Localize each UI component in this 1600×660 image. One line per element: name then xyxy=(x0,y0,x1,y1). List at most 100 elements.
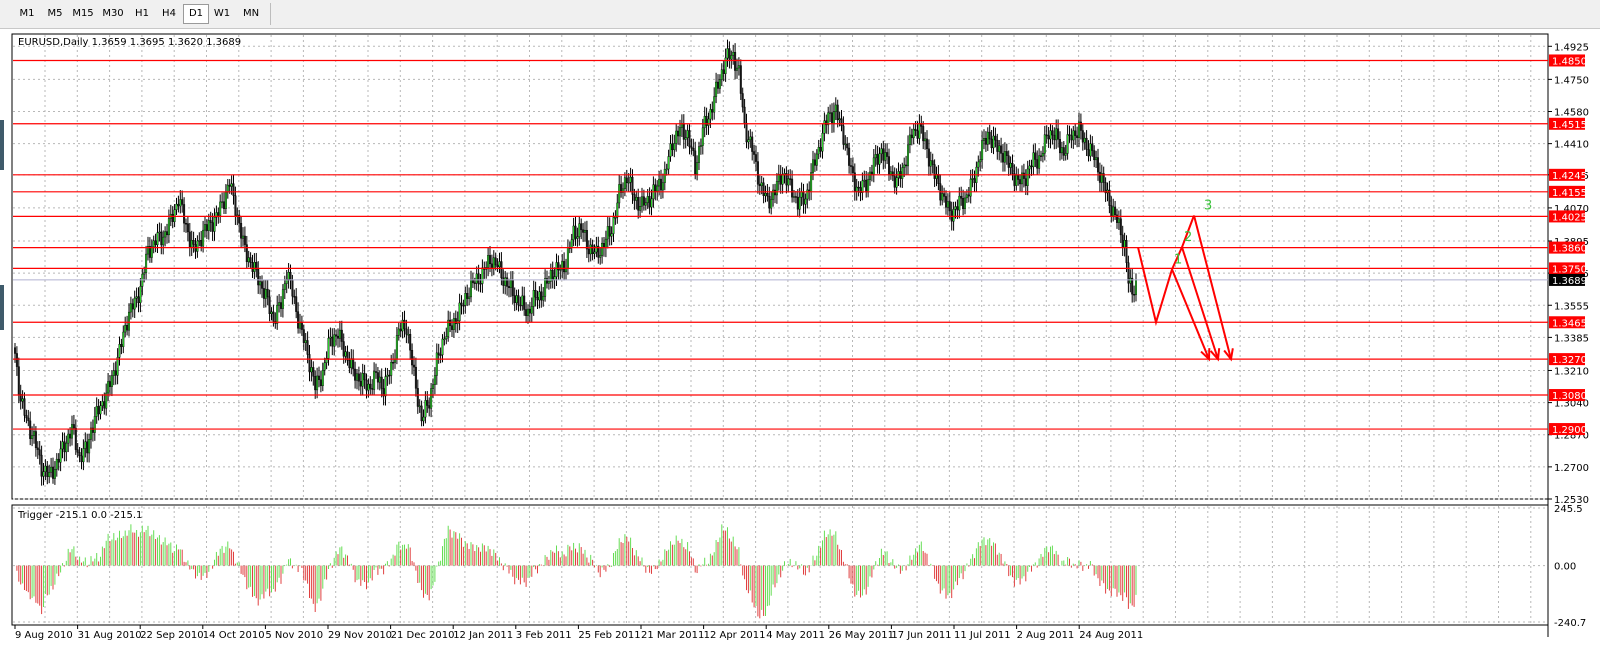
candle-bullish xyxy=(281,289,284,309)
timeframe-tab-d1[interactable]: D1 xyxy=(183,4,209,24)
candle-bearish xyxy=(114,370,117,376)
candle-bullish xyxy=(48,471,51,477)
candle-bullish xyxy=(164,231,167,238)
price-axis-label: 1.3210 xyxy=(1554,366,1589,377)
candle-bearish xyxy=(1104,182,1107,194)
candle-bearish xyxy=(511,280,514,296)
candle-bullish xyxy=(561,261,564,270)
candle-bearish xyxy=(688,130,691,148)
candle-bullish xyxy=(872,157,875,175)
candle-bearish xyxy=(802,191,805,205)
date-axis-label: 31 Aug 2010 xyxy=(78,630,142,641)
candle-bullish xyxy=(173,209,176,222)
candle-bullish xyxy=(855,186,858,192)
candle-bullish xyxy=(667,156,670,170)
timeframe-tab-h4[interactable]: H4 xyxy=(162,8,176,19)
candle-bearish xyxy=(608,226,611,237)
candle-bullish xyxy=(977,161,980,168)
candle-bearish xyxy=(318,375,321,380)
candle-bearish xyxy=(1102,173,1105,183)
level-label: 1.3270 xyxy=(1552,355,1587,366)
candle-bearish xyxy=(1110,205,1113,217)
candle-bullish xyxy=(1026,168,1029,186)
candle-bearish xyxy=(348,360,351,369)
level-label: 1.3750 xyxy=(1552,264,1587,275)
candle-bearish xyxy=(380,376,383,389)
candle-bearish xyxy=(222,201,225,209)
candle-bearish xyxy=(722,69,725,74)
timeframe-tab-m1[interactable]: M1 xyxy=(19,8,35,19)
candle-bullish xyxy=(713,96,716,113)
candle-bullish xyxy=(958,195,961,211)
candle-bearish xyxy=(289,272,292,281)
candle-bearish xyxy=(205,224,208,231)
candle-bullish xyxy=(356,373,359,381)
candle-bullish xyxy=(31,435,34,439)
candle-bearish xyxy=(57,458,60,463)
candle-bearish xyxy=(27,417,30,422)
chart-header: EURUSD,Daily 1.3659 1.3695 1.3620 1.3689 xyxy=(18,37,241,48)
candle-bearish xyxy=(528,308,531,314)
price-axis-label: 1.3040 xyxy=(1554,399,1589,410)
candle-bullish xyxy=(817,147,820,155)
candle-bearish xyxy=(563,261,566,273)
candle-bearish xyxy=(137,296,140,304)
candle-bullish xyxy=(641,196,644,207)
candle-bearish xyxy=(494,257,497,266)
timeframe-tab-m15[interactable]: M15 xyxy=(72,8,94,19)
candle-bearish xyxy=(694,150,697,175)
candle-bearish xyxy=(257,268,260,286)
candle-bullish xyxy=(150,246,153,258)
date-axis-label: 21 Dec 2010 xyxy=(391,630,455,641)
candle-bearish xyxy=(876,154,879,165)
candle-bearish xyxy=(86,441,89,454)
candle-bearish xyxy=(1030,165,1033,168)
candle-bearish xyxy=(13,347,16,354)
candle-bullish xyxy=(475,273,478,284)
candle-bullish xyxy=(241,235,244,239)
candle-bearish xyxy=(1024,178,1027,186)
candle-bullish xyxy=(139,286,142,304)
candle-bearish xyxy=(160,231,163,246)
candle-bearish xyxy=(648,196,651,208)
candle-bearish xyxy=(1013,173,1016,186)
candle-bullish xyxy=(84,441,87,449)
candle-bullish xyxy=(737,65,740,69)
timeframe-tab-h1[interactable]: H1 xyxy=(135,8,149,19)
candle-bearish xyxy=(437,352,440,356)
candle-bearish xyxy=(534,290,537,298)
candle-bullish xyxy=(770,199,773,209)
timeframe-tab-mn[interactable]: MN xyxy=(242,8,260,19)
candle-bearish xyxy=(1114,206,1117,216)
candle-bullish xyxy=(869,171,872,180)
candle-bearish xyxy=(1058,139,1061,154)
candle-bullish xyxy=(701,127,704,146)
timeframe-tab-w1[interactable]: W1 xyxy=(213,8,231,19)
candle-bullish xyxy=(224,192,227,209)
candle-bullish xyxy=(532,290,535,307)
candle-bullish xyxy=(696,162,699,175)
timeframe-tab-m30[interactable]: M30 xyxy=(102,8,124,19)
chart-canvas[interactable]: 1.4925 1.4750 1.4580 1.4410 1.4245 1.4070 1.38… xyxy=(0,28,1600,660)
timeframe-tab-m5[interactable]: M5 xyxy=(47,8,63,19)
candle-bullish xyxy=(1089,143,1092,157)
candle-bullish xyxy=(971,178,974,180)
candle-bearish xyxy=(1119,218,1122,236)
candle-bullish xyxy=(601,242,604,256)
candle-bearish xyxy=(1019,179,1022,185)
wave-label: 2 xyxy=(1184,230,1192,245)
candle-bearish xyxy=(1062,147,1065,156)
candle-bullish xyxy=(1083,137,1086,143)
candle-bullish xyxy=(1049,130,1052,140)
candle-bearish xyxy=(352,358,355,370)
candle-bearish xyxy=(375,371,378,373)
candle-bullish xyxy=(65,442,68,453)
candle-bullish xyxy=(823,120,826,134)
candle-bullish xyxy=(699,145,702,147)
candle-bullish xyxy=(145,253,148,273)
candle-bullish xyxy=(219,201,222,216)
candle-bearish xyxy=(479,283,482,285)
candle-bullish xyxy=(986,131,989,145)
candle-bearish xyxy=(517,295,520,306)
candle-bullish xyxy=(673,143,676,151)
